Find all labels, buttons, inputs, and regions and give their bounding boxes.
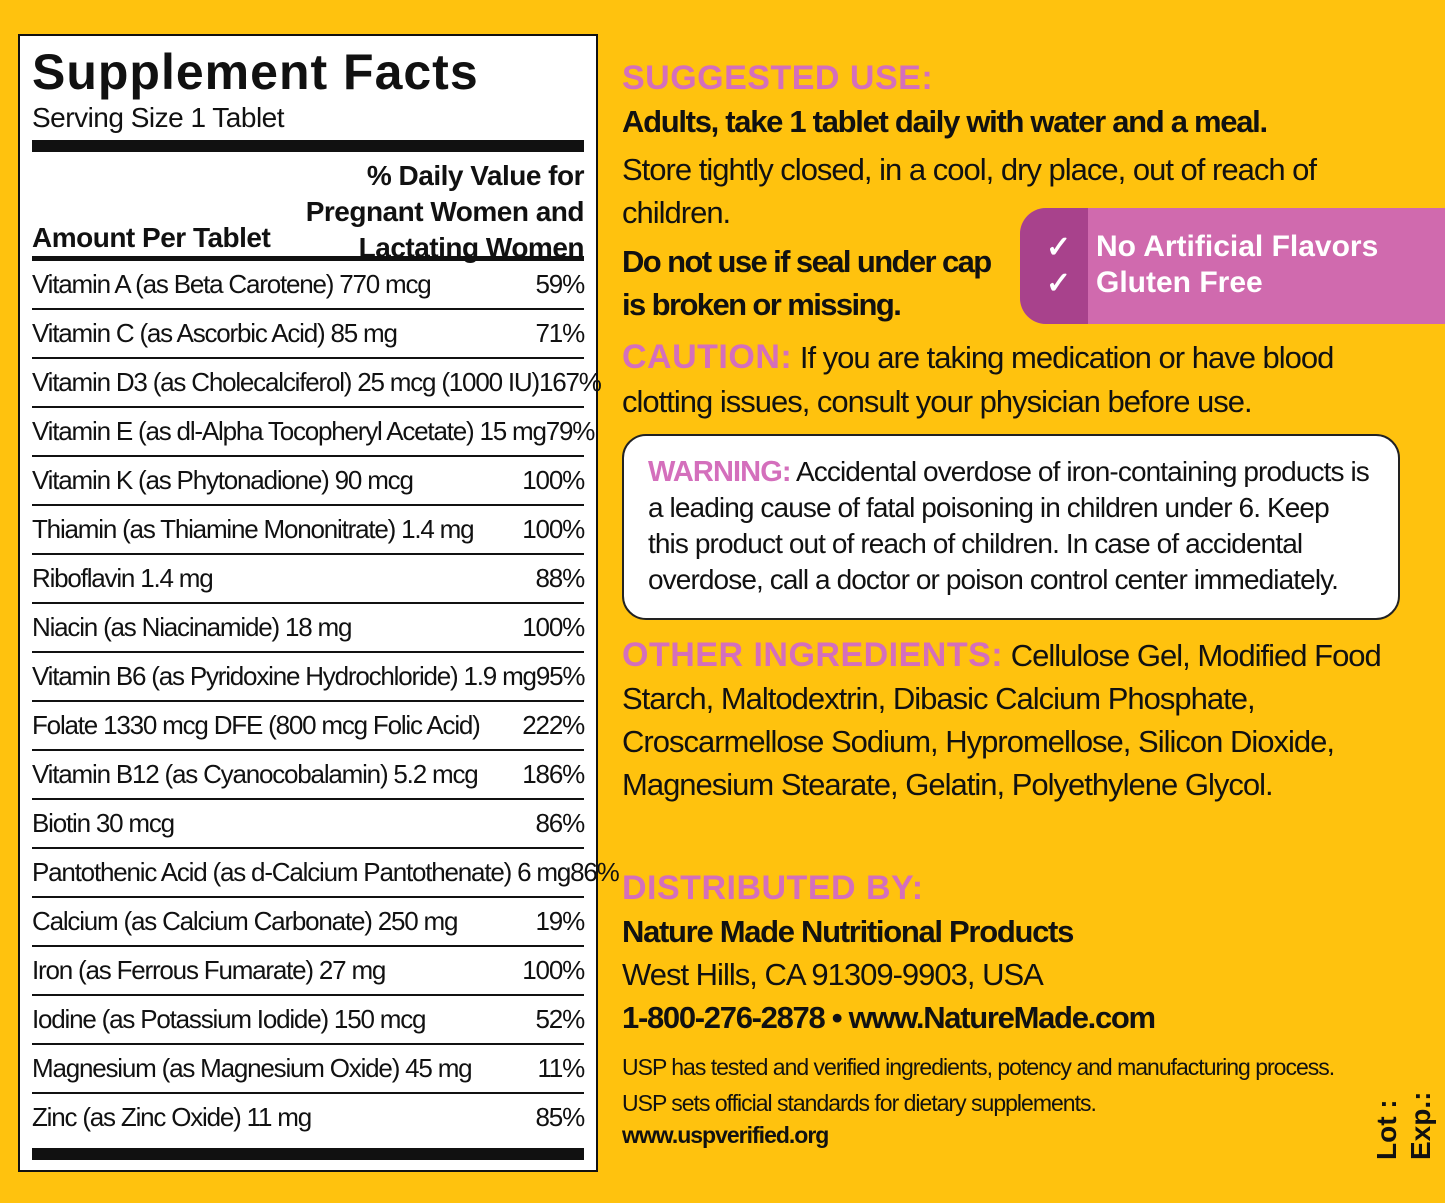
nutrient-name: Vitamin B6 (as Pyridoxine Hydrochloride)… [32,661,537,691]
nutrient-row: Folate 1330 mcg DFE (800 mcg Folic Acid)… [32,702,585,751]
nutrient-row: Zinc (as Zinc Oxide) 11 mg 85% [32,1094,586,1141]
nutrient-dv: 86% [570,857,620,887]
feature-no-artificial-flavors: ✓ No Artificial Flavors [1046,230,1379,264]
nutrient-name: Zinc (as Zinc Oxide) 11 mg [32,1102,312,1132]
check-icon: ✓ [1046,267,1072,300]
nutrient-row: Pantothenic Acid (as d-Calcium Pantothen… [32,849,620,898]
nutrient-name: Calcium (as Calcium Carbonate) 250 mg [32,906,458,936]
caution-text: CAUTION: If you are taking medication or… [622,338,1334,419]
dosage-text: Adults, take 1 tablet daily with water a… [622,104,1268,139]
usp-line-1: USP has tested and verified ingredients,… [622,1054,1335,1080]
amount-header: Amount Per Tablet [32,222,271,253]
serving-size: Serving Size 1 Tablet [32,102,285,133]
nutrient-row: Biotin 30 mcg 86% [32,800,586,849]
nutrient-row: Vitamin B12 (as Cyanocobalamin) 5.2 mcg 1… [32,751,585,800]
nutrient-row: Niacin (as Niacinamide) 18 mg 100% [32,604,585,653]
nutrient-row: Vitamin E (as dl-Alpha Tocopheryl Acetat… [32,408,595,457]
company-contact: 1-800-276-2878 • www.NatureMade.com [622,1000,1156,1035]
nutrient-table: Vitamin A (as Beta Carotene) 770 mcg 59% V… [32,261,620,1141]
nutrient-name: Vitamin B12 (as Cyanocobalamin) 5.2 mcg [32,759,479,789]
feature-gluten-free: ✓ Gluten Free [1046,266,1263,300]
nutrient-name: Thiamin (as Thiamine Mononitrate) 1.4 mg [32,514,475,544]
storage-text: Store tightly closed, in a cool, dry pla… [622,152,1317,230]
nutrient-dv: 71% [535,318,586,348]
nutrient-row: Vitamin B6 (as Pyridoxine Hydrochloride)… [32,653,586,702]
nutrient-dv: 85% [535,1102,586,1132]
nutrient-name: Niacin (as Niacinamide) 18 mg [32,612,352,642]
nutrient-name: Vitamin A (as Beta Carotene) 770 mcg [32,269,432,299]
seal-text: Do not use if seal under cap is broken o… [622,244,992,322]
nutrient-row: Vitamin D3 (as Cholecalciferol) 25 mcg (… [32,359,602,408]
nutrient-dv: 100% [522,612,585,642]
other-ingredients: OTHER INGREDIENTS: Cellulose Gel, Modifi… [622,636,1382,802]
nutrient-name: Iodine (as Potassium Iodide) 150 mcg [32,1004,426,1034]
nutrient-dv: 88% [535,563,586,593]
nutrient-name: Vitamin K (as Phytonadione) 90 mcg [32,465,414,495]
nutrient-dv: 11% [537,1053,585,1083]
nutrient-dv: 222% [522,710,585,740]
nutrient-dv: 100% [522,514,585,544]
nutrient-row: Calcium (as Calcium Carbonate) 250 mg 19% [32,898,586,947]
nutrient-dv: 95% [535,661,586,691]
nutrient-name: Vitamin C (as Ascorbic Acid) 85 mg [32,318,398,348]
nutrient-dv: 52% [535,1004,586,1034]
usp-line-2: USP sets official standards for dietary … [622,1090,1097,1116]
nutrient-name: Vitamin E (as dl-Alpha Tocopheryl Acetat… [32,416,547,446]
company-name: Nature Made Nutritional Products [622,914,1074,949]
distributed-heading: DISTRIBUTED BY: [622,869,924,907]
nutrient-name: Biotin 30 mcg [32,808,175,838]
nutrient-dv: 86% [535,808,586,838]
nutrient-dv: 79% [545,416,596,446]
company-address: West Hills, CA 91309-9903, USA [622,957,1044,992]
nutrient-name: Magnesium (as Magnesium Oxide) 45 mg [32,1053,473,1083]
divider [32,1148,584,1160]
supplement-facts-panel: Supplement Facts Serving Size 1 Tablet %… [18,34,620,1172]
divider [32,140,584,152]
check-icon: ✓ [1046,231,1072,264]
nutrient-row: Iodine (as Potassium Iodide) 150 mcg 52% [32,996,586,1045]
nutrient-row: Magnesium (as Magnesium Oxide) 45 mg 11% [32,1045,585,1094]
nutrient-row: Thiamin (as Thiamine Mononitrate) 1.4 mg… [32,506,585,555]
nutrient-row: Vitamin C (as Ascorbic Acid) 85 mg 71% [32,310,586,359]
nutrient-name: Folate 1330 mcg DFE (800 mcg Folic Acid) [32,710,481,740]
facts-header: % Daily Value for Pregnant Women and Lac… [32,152,585,263]
nutrient-dv: 186% [522,759,585,789]
nutrient-dv: 100% [522,955,585,985]
nutrient-name: Vitamin D3 (as Cholecalciferol) 25 mcg (… [32,367,540,397]
nutrient-row: Vitamin K (as Phytonadione) 90 mcg 100% [32,457,585,506]
nutrient-dv: 19% [535,906,586,936]
daily-value-header: % Daily Value for Pregnant Women and Lac… [305,160,585,263]
usp-url: www.uspverified.org [622,1122,829,1148]
nutrient-name: Iron (as Ferrous Fumarate) 27 mg [32,955,386,985]
exp-label: Exp.: [1405,1091,1436,1160]
nutrient-name: Pantothenic Acid (as d-Calcium Pantothen… [32,857,571,887]
nutrient-row: Riboflavin 1.4 mg 88% [32,555,586,604]
nutrient-row: Iron (as Ferrous Fumarate) 27 mg 100% [32,947,585,996]
warning-box: WARNING: Accidental overdose of iron-con… [622,434,1400,620]
features-badge: ✓ No Artificial Flavors ✓ Gluten Free [1020,208,1445,324]
suggested-use-heading: SUGGESTED USE: [622,59,934,97]
nutrient-row: Vitamin A (as Beta Carotene) 770 mcg 59% [32,261,586,310]
nutrient-name: Riboflavin 1.4 mg [32,563,214,593]
nutrient-dv: 59% [535,269,586,299]
nutrient-dv: 100% [522,465,585,495]
facts-title: Supplement Facts [32,44,479,100]
lot-label: Lot : [1371,1099,1402,1160]
nutrient-dv: 167% [538,367,602,397]
